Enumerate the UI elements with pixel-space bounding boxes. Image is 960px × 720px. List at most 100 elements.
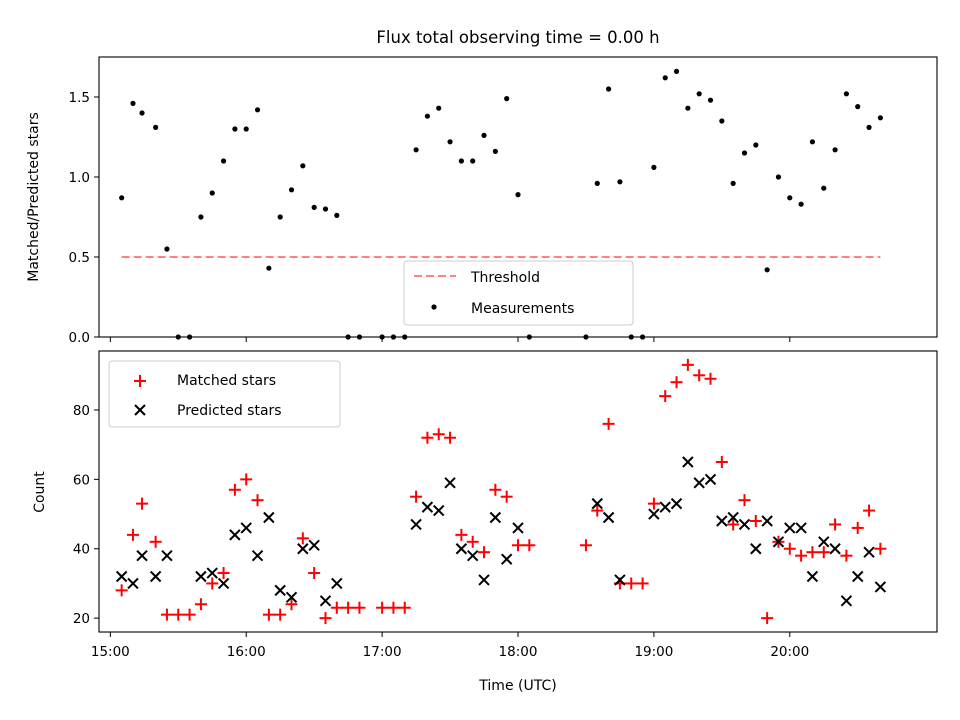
matched-point bbox=[512, 539, 524, 552]
matched-point bbox=[308, 567, 321, 580]
measurement-point bbox=[866, 124, 872, 130]
y-tick-label: 40 bbox=[73, 542, 90, 558]
y-axis-label: Count bbox=[32, 471, 48, 513]
matched-point bbox=[330, 601, 343, 614]
matched-point bbox=[206, 577, 219, 590]
matched-point bbox=[829, 518, 842, 531]
measurement-point bbox=[470, 158, 476, 164]
measurement-point bbox=[753, 142, 759, 148]
predicted-point bbox=[115, 570, 128, 583]
predicted-point bbox=[795, 522, 807, 534]
matched-point bbox=[262, 608, 275, 621]
matched-point bbox=[183, 608, 196, 621]
predicted-point bbox=[512, 522, 524, 534]
x-tick-label: 17:00 bbox=[363, 644, 402, 660]
matched-point bbox=[659, 390, 672, 403]
predicted-point bbox=[738, 518, 751, 531]
matched-point bbox=[274, 608, 287, 621]
predicted-point bbox=[704, 473, 717, 486]
measurement-point bbox=[504, 96, 510, 102]
y-tick-label: 1.5 bbox=[69, 90, 90, 106]
measurement-point bbox=[288, 187, 295, 193]
measurement-point bbox=[877, 115, 883, 121]
predicted-point bbox=[466, 549, 479, 562]
matched-point bbox=[115, 584, 128, 597]
chart-title: Flux total observing time = 0.00 h bbox=[376, 28, 659, 47]
predicted-point bbox=[421, 501, 434, 513]
matched-point bbox=[806, 546, 819, 559]
measurement-point bbox=[198, 214, 204, 220]
measurement-point bbox=[130, 100, 136, 106]
predicted-point bbox=[716, 515, 728, 527]
measurement-point bbox=[447, 139, 453, 145]
predicted-point bbox=[602, 511, 615, 524]
tick-layer: 0.0 0.5 1.0 1.5 bbox=[69, 90, 791, 346]
predicted-point bbox=[331, 577, 343, 590]
measurement-point bbox=[730, 180, 736, 186]
matched-point bbox=[444, 431, 457, 444]
matched-point bbox=[251, 494, 264, 507]
matched-point bbox=[410, 490, 423, 503]
predicted-point bbox=[263, 511, 275, 524]
measurement-point bbox=[243, 126, 249, 132]
measurement-point bbox=[311, 204, 317, 210]
matched-point bbox=[398, 601, 411, 614]
legend: Matched stars Predicted stars bbox=[108, 360, 341, 428]
matched-point bbox=[817, 546, 830, 559]
predicted-point bbox=[489, 511, 502, 524]
y-tick-label: 1.0 bbox=[69, 170, 90, 186]
measurement-point bbox=[413, 147, 419, 153]
matched-point bbox=[761, 612, 774, 625]
legend-matched-label: Matched stars bbox=[177, 373, 276, 389]
measurement-point bbox=[266, 265, 272, 271]
tick-layer: 20 40 60 80 15:00 16:00 17:00 18:00 19:00 20:00 bbox=[73, 403, 809, 660]
legend: Threshold Measurements bbox=[403, 260, 634, 326]
x-axis-label: Time (UTC) bbox=[478, 678, 556, 694]
predicted-point bbox=[682, 456, 694, 468]
predicted-point bbox=[127, 577, 139, 590]
measurement-point bbox=[436, 105, 442, 111]
measurement-point bbox=[119, 195, 125, 201]
measurement-point bbox=[424, 113, 431, 119]
measurement-point bbox=[651, 164, 657, 170]
measurement-point bbox=[719, 118, 725, 124]
predicted-point bbox=[806, 570, 819, 583]
matched-point bbox=[727, 518, 740, 531]
predicted-point bbox=[433, 504, 445, 517]
predicted-point bbox=[149, 570, 162, 583]
measurement-point bbox=[492, 148, 498, 154]
measurement-point bbox=[515, 192, 521, 198]
matched-point bbox=[636, 577, 649, 590]
ratio-panel: Flux total observing time = 0.00 h Match… bbox=[26, 28, 938, 346]
measurement-point bbox=[685, 105, 691, 111]
predicted-point bbox=[761, 515, 773, 527]
predicted-point bbox=[455, 543, 468, 555]
matched-point bbox=[602, 417, 615, 430]
predicted-point bbox=[829, 543, 841, 555]
measurement-point bbox=[458, 158, 464, 164]
y-tick-label: 0.0 bbox=[69, 330, 90, 346]
measurement-point bbox=[775, 174, 782, 180]
matched-point bbox=[874, 542, 887, 555]
predicted-point bbox=[784, 522, 796, 534]
predicted-point bbox=[217, 577, 230, 590]
matched-point bbox=[136, 497, 149, 510]
measurement-point bbox=[855, 104, 861, 110]
y-axis-label: Matched/Predicted stars bbox=[26, 112, 42, 282]
matched-point bbox=[296, 532, 309, 545]
x-tick-label: 19:00 bbox=[634, 644, 673, 660]
measurement-point bbox=[594, 180, 600, 186]
matched-point bbox=[738, 494, 751, 507]
matched-point bbox=[783, 542, 796, 555]
measurement-point bbox=[673, 68, 680, 74]
matched-point bbox=[387, 601, 400, 614]
matched-point bbox=[851, 521, 864, 534]
measurement-point bbox=[809, 139, 816, 145]
marks-layer bbox=[115, 358, 887, 625]
measurement-point bbox=[787, 195, 793, 201]
matched-point bbox=[342, 601, 355, 614]
legend-predicted-label: Predicted stars bbox=[177, 403, 282, 419]
measurement-point bbox=[741, 150, 748, 156]
measurement-point bbox=[277, 214, 283, 220]
